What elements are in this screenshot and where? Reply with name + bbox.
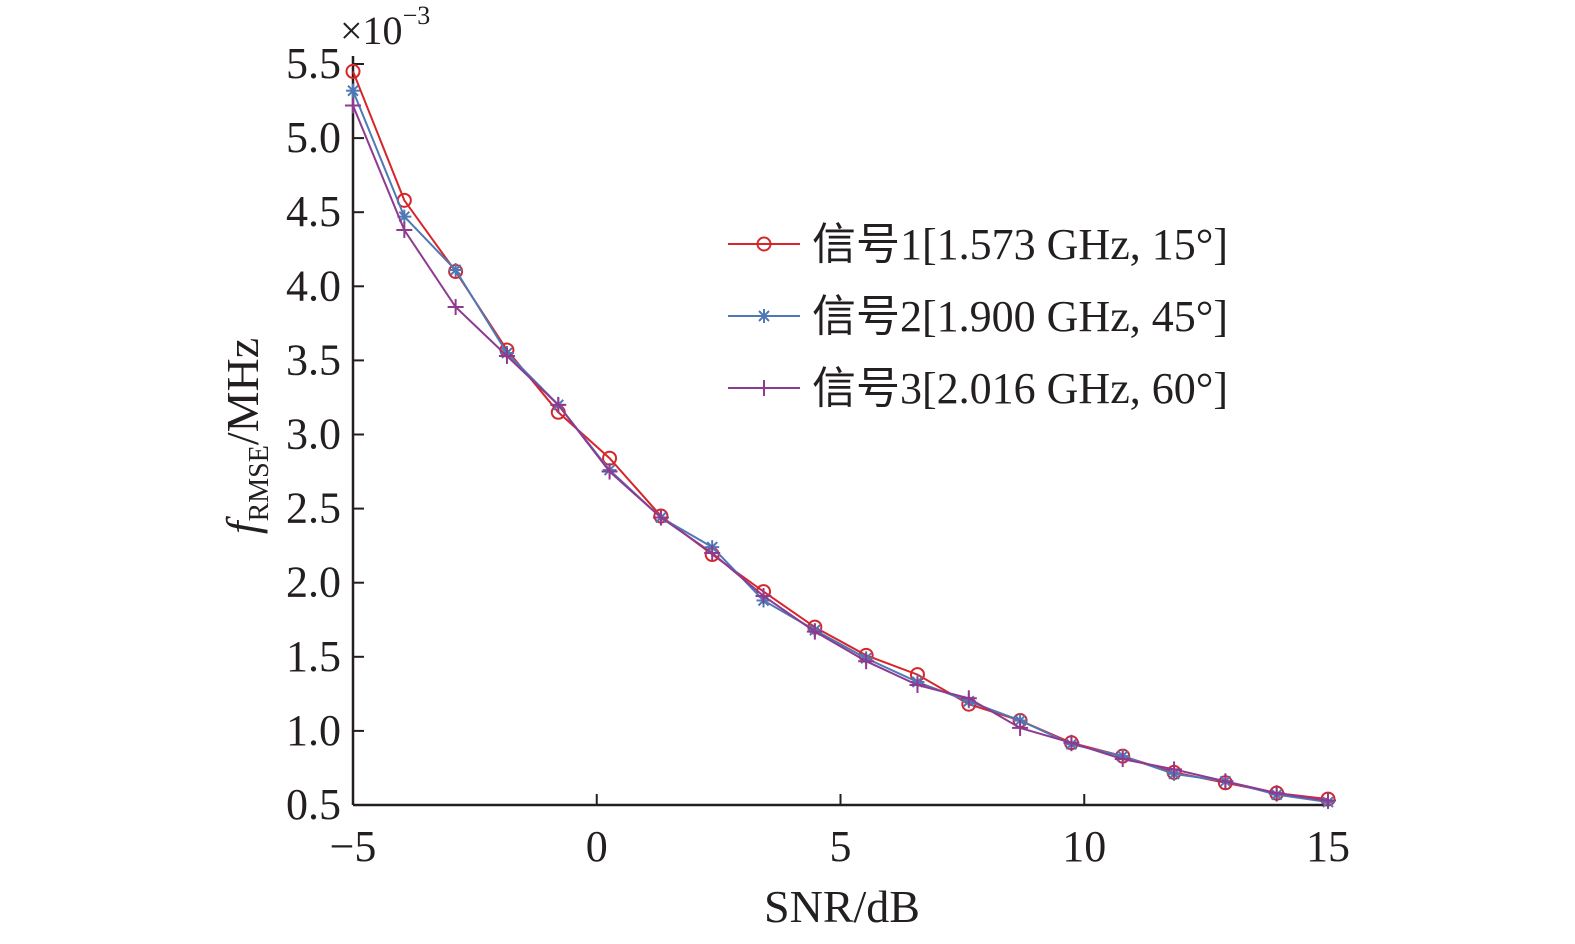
legend-item-2: 信号2[1.900 GHz, 45°] — [728, 292, 1228, 341]
series-3 — [345, 97, 1336, 809]
series-3-point — [806, 623, 823, 640]
series-3-point — [909, 676, 926, 693]
y-axis-multiplier-base: ×10 — [340, 8, 403, 53]
legend-marker — [756, 380, 772, 396]
series-3-point — [498, 347, 515, 364]
legend-item-1: 信号1[1.573 GHz, 15°] — [728, 220, 1228, 269]
series-1 — [345, 63, 1336, 807]
series-3-point — [396, 221, 413, 238]
x-tick-label: 0 — [586, 822, 608, 871]
series-3-point — [960, 690, 977, 707]
legend-marker — [757, 309, 771, 323]
y-tick-label: 2.0 — [286, 558, 341, 607]
series-2-point — [346, 83, 360, 98]
series-3-point — [1012, 719, 1029, 736]
y-tick-label: 1.0 — [286, 706, 341, 755]
y-tick-label: 0.5 — [286, 780, 341, 829]
series-3-point — [1063, 734, 1080, 751]
y-axis-title-unit: /MHz — [217, 338, 268, 445]
series-3-point — [755, 588, 772, 605]
legend-label: 信号3[2.016 GHz, 60°] — [812, 364, 1228, 413]
series-2 — [346, 83, 1335, 810]
series-2-line — [352, 90, 1329, 803]
series-3-line — [352, 105, 1329, 802]
legend-item-3: 信号3[2.016 GHz, 60°] — [728, 364, 1228, 413]
series-3-point — [601, 463, 618, 480]
legend-label: 信号2[1.900 GHz, 45°] — [812, 292, 1228, 341]
legend-marker — [756, 236, 772, 252]
x-tick-label: −5 — [330, 822, 377, 871]
series-3-point — [858, 653, 875, 670]
series-3-point — [1114, 751, 1131, 768]
legend-label: 信号1[1.573 GHz, 15°] — [812, 220, 1228, 269]
series-1-point — [345, 63, 361, 79]
series-3-point — [704, 545, 721, 562]
y-tick-label: 2.5 — [286, 484, 341, 533]
y-tick-label: 3.5 — [286, 335, 341, 384]
y-axis-ticks: 0.5 1.0 1.5 2.0 2.5 3.0 3.5 4.0 4.5 5.0 5.5 — [286, 39, 364, 829]
series-3-point — [550, 396, 567, 413]
series-1-line — [352, 71, 1329, 801]
x-tick-label: 10 — [1062, 822, 1106, 871]
y-tick-label: 5.5 — [286, 39, 341, 88]
y-tick-label: 3.0 — [286, 410, 341, 459]
series-3-point — [1320, 792, 1336, 809]
x-tick-label: 5 — [830, 822, 852, 871]
series-2-point — [397, 209, 412, 224]
y-axis-multiplier: ×10−3 — [340, 1, 430, 53]
plot-area: −5 0 5 10 15 0.5 1.0 1.5 2.0 2.5 3.0 3.5 4.0 4.5 5.0 5… — [286, 39, 1350, 871]
series-2-point — [448, 262, 463, 277]
series-3-point — [345, 97, 361, 114]
legend: 信号1[1.573 GHz, 15°] 信号2[1.900 GHz, 45°] 信号… — [728, 220, 1228, 413]
y-axis-title: fRMSE/MHz — [217, 338, 275, 534]
y-tick-label: 4.5 — [286, 187, 341, 236]
y-tick-label: 1.5 — [286, 632, 341, 681]
x-axis-ticks: −5 0 5 10 15 — [330, 794, 1350, 871]
series-3-point — [447, 299, 464, 316]
x-tick-label: 15 — [1306, 822, 1350, 871]
series-3-point — [1217, 773, 1234, 790]
series-3-point — [1268, 785, 1285, 802]
y-tick-label: 4.0 — [286, 261, 341, 310]
y-tick-label: 5.0 — [286, 113, 341, 162]
y-axis-multiplier-exponent: −3 — [403, 1, 431, 30]
series-layer — [345, 63, 1336, 810]
series-3-point — [652, 509, 669, 526]
y-axis-title-subscript: RMSE — [244, 445, 275, 521]
x-axis-title: SNR/dB — [764, 881, 920, 932]
series-3-point — [1166, 761, 1183, 778]
